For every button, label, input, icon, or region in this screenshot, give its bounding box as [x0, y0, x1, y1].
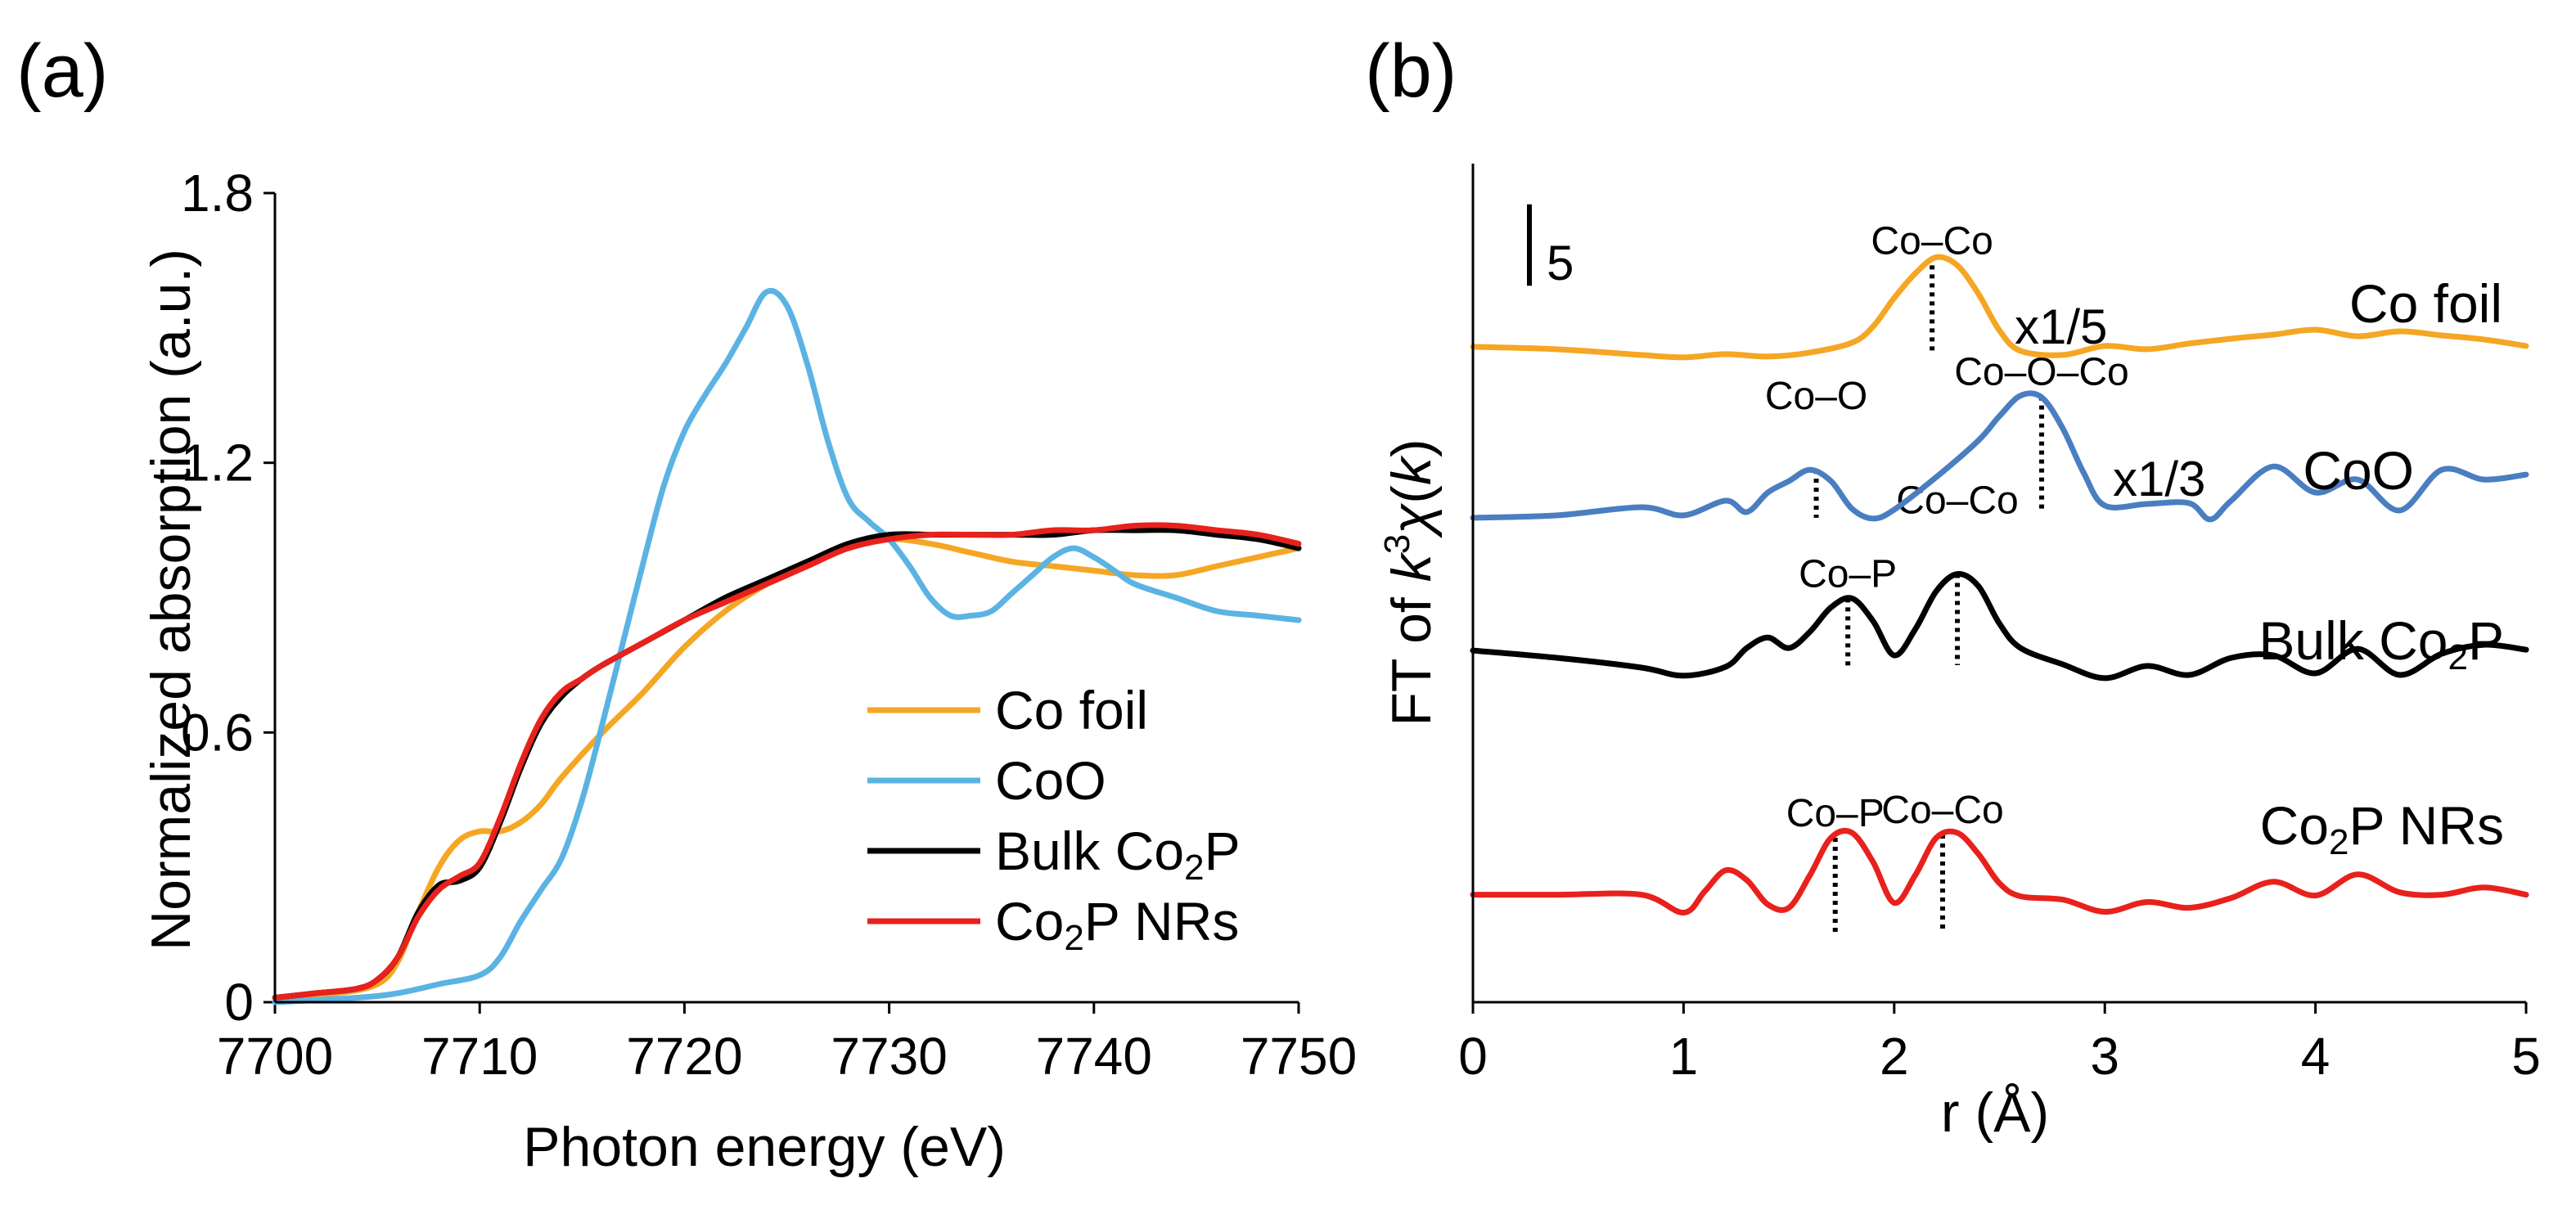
- scale-bar-label: 5: [1547, 236, 1574, 290]
- annotation-label-co-p: Co–P: [1786, 792, 1885, 835]
- panel-a-x-tick-label: 7700: [217, 1027, 333, 1086]
- panel-b-x-axis-title: r (Å): [1941, 1082, 2049, 1144]
- panel-b-x-tick-label: 5: [2511, 1027, 2541, 1086]
- panel-a-series-group: [272, 287, 1302, 1005]
- panel-a-x-axis-title: Photon energy (eV): [523, 1116, 1006, 1178]
- ft-series-line-coo: [1470, 390, 2529, 523]
- annotation-label-co-co: Co–Co: [1881, 789, 2003, 832]
- panel-a-x-tick-label: 7720: [626, 1027, 742, 1086]
- legend-item-co2p-nrs: Co2P NRs: [867, 891, 1239, 958]
- legend-label-co2p-nrs: Co2P NRs: [995, 891, 1239, 958]
- panel-b-series-group: [1470, 254, 2529, 915]
- legend-label-co-foil: Co foil: [995, 680, 1148, 740]
- panel-a-y-tick-label: 0: [224, 973, 254, 1032]
- ft-series-line-co2p-nrs: [1470, 827, 2529, 915]
- legend-item-co-foil: Co foil: [867, 680, 1148, 740]
- panel-a-x-tick-label: 7710: [421, 1027, 538, 1086]
- legend-label-bulk-co2p: Bulk Co2P: [995, 821, 1241, 888]
- panel-a-y-tick-label: 1.2: [181, 434, 254, 493]
- panel-b-y-axis-title: FT of k3χ(k): [1377, 439, 1443, 726]
- scale-bar: 5: [1527, 204, 1574, 290]
- panel-a-y-tick-label: 0.6: [181, 703, 254, 762]
- panel-b-x-tick-label: 2: [1880, 1027, 1909, 1086]
- ft-series-line-co-foil: [1470, 254, 2529, 361]
- panel-a-ticks: 7700 7710 7720 7730 7740 7750 0 0.6 1.2 1.8: [181, 164, 1357, 1086]
- panel-b-ticks: 0 1 2 3 4 5: [1458, 1002, 2541, 1086]
- sample-label-coo: CoO: [2303, 440, 2414, 501]
- panel-a-x-tick-label: 7750: [1241, 1027, 1357, 1086]
- series-line-co2p-nrs: [272, 522, 1302, 1001]
- legend-item-bulk-co2p: Bulk Co2P: [867, 821, 1241, 888]
- annotation-label-co-p: Co–P: [1799, 552, 1897, 596]
- legend-item-coo: CoO: [867, 750, 1106, 811]
- multiplier-label-coo: x1/3: [2113, 452, 2205, 506]
- panel-b-x-tick-label: 1: [1669, 1027, 1699, 1086]
- panel-a-legend: Co foil CoO Bulk Co2P Co2P NRs: [867, 680, 1241, 958]
- panel-a-y-tick-label: 1.8: [181, 164, 254, 223]
- panel-b-x-tick-label: 0: [1458, 1027, 1488, 1086]
- panel-a-letter: (a): [16, 29, 108, 113]
- sample-label-co2p-nrs: Co2P NRs: [2260, 795, 2504, 862]
- series-line-coo: [272, 287, 1302, 1005]
- multiplier-label-co-foil: x1/5: [2015, 299, 2107, 354]
- sample-label-co-foil: Co foil: [2349, 273, 2502, 334]
- annotation-label-co-o: Co–O: [1765, 375, 1867, 418]
- annotation-label-co-co: Co–Co: [1896, 479, 2018, 523]
- panel-b-x-tick-label: 4: [2301, 1027, 2331, 1086]
- sample-label-bulk-co2p: Bulk Co2P: [2259, 610, 2504, 677]
- series-line-co-foil: [272, 536, 1302, 1001]
- panel-a-xanes-chart: (a) Normalized absorption (a.u.) Photon …: [16, 29, 1357, 1178]
- legend-label-coo: CoO: [995, 750, 1106, 811]
- panel-b-letter: (b): [1365, 29, 1457, 113]
- panel-a-x-tick-label: 7740: [1036, 1027, 1152, 1086]
- panel-b-x-tick-label: 3: [2090, 1027, 2119, 1086]
- sample-labels: Co foil CoO Bulk Co2P Co2P NRs: [2259, 273, 2504, 862]
- panel-a-x-tick-label: 7730: [831, 1027, 947, 1086]
- ft-series-line-bulk-co2p: [1470, 571, 2529, 681]
- panel-a-y-axis-title: Normalized absorption (a.u.): [140, 249, 202, 951]
- panel-b-exafs-chart: (b) FT of k3χ(k) r (Å) 0 1 2 3 4 5 Co–Co Co–O C…: [1365, 29, 2541, 1144]
